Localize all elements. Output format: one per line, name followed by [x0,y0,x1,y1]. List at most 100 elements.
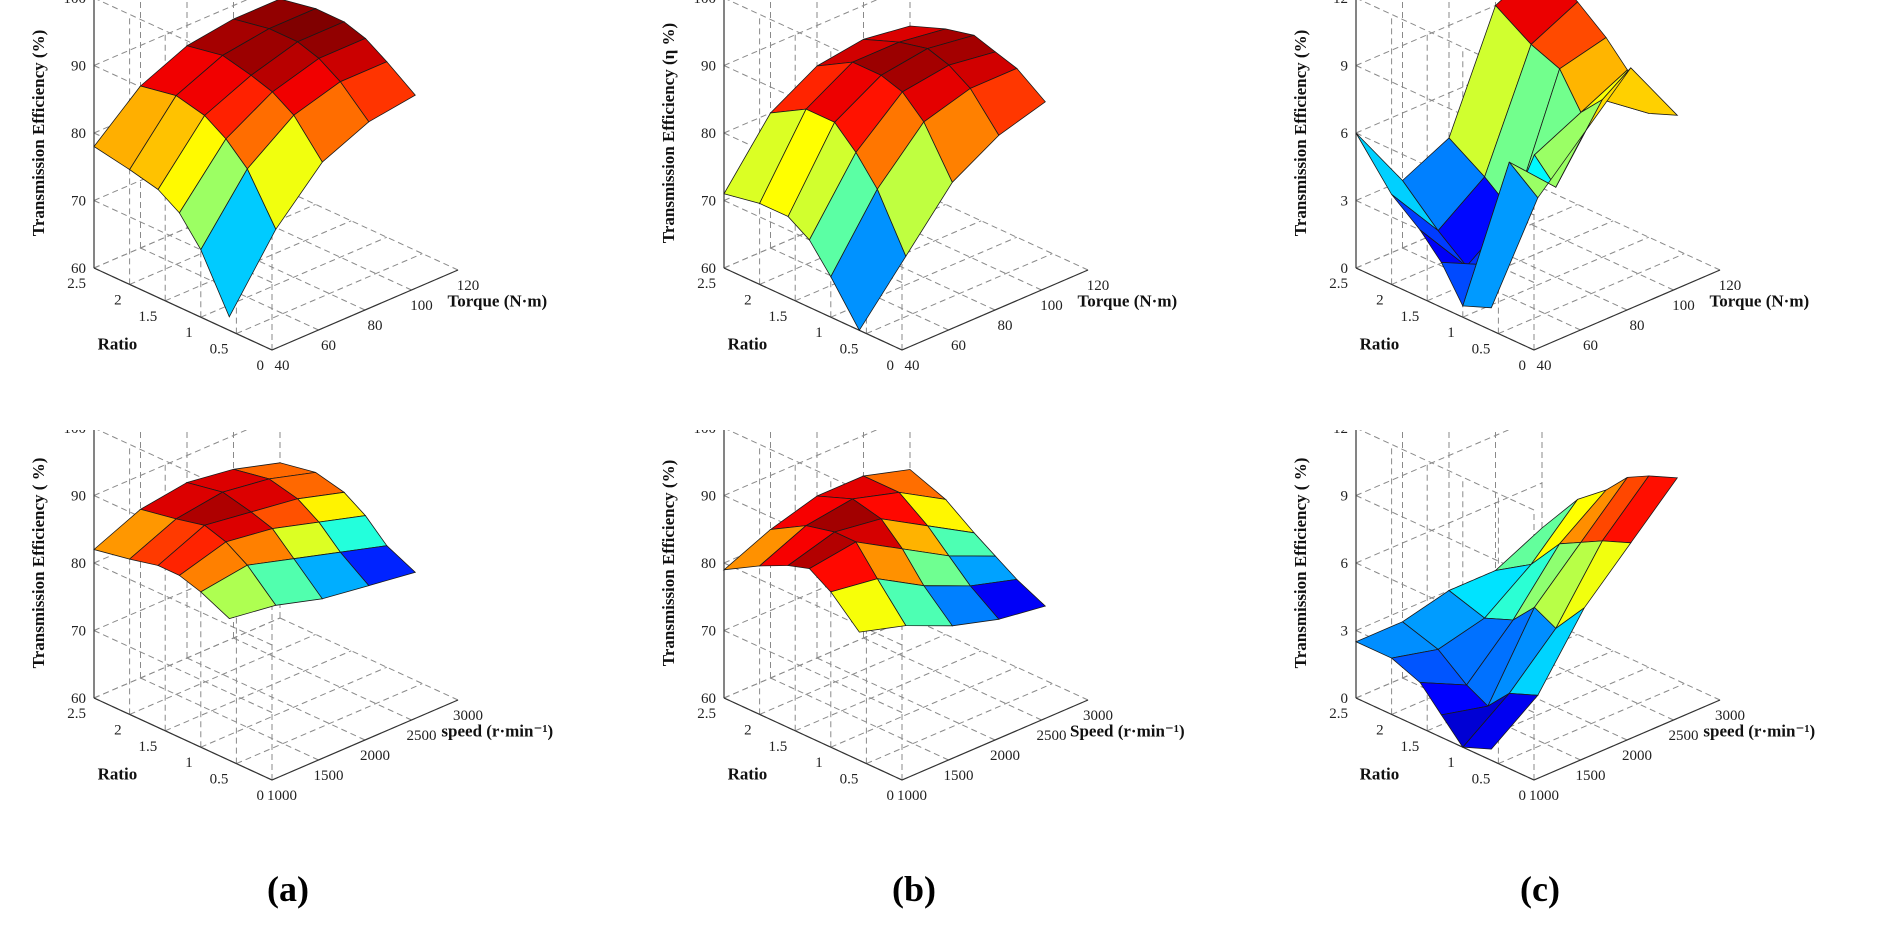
x-tick-label: 3000 [453,708,483,724]
y-tick-label: 1 [185,325,193,341]
floor-gridline [279,187,459,271]
x-axis-label: Torque (N·m) [447,291,547,310]
z-tick-label: 90 [701,59,716,75]
z-tick-label: 80 [701,126,716,142]
surface-patch [830,188,907,332]
z-tick-label: 100 [694,0,717,7]
y-tick-label: 1.5 [768,309,787,325]
surface-mesh [93,462,417,620]
z-tick-label: 60 [71,261,86,277]
x-tick-label: 2500 [1037,728,1067,744]
z-tick-label: 0 [1341,691,1349,707]
floor-gridline [186,657,366,741]
surface-mesh [1355,0,1679,309]
z-tick-label: 12 [1333,0,1348,7]
y-tick-label: 0.5 [210,342,229,358]
z-tick-label: 80 [71,126,86,142]
side-wall-gridline [723,562,903,646]
floor-gridline [93,617,281,699]
y-tick-label: 1 [1447,755,1455,771]
y-axis-line [1355,267,1535,351]
z-axis-label: Transmission Efficiency ( %) [29,458,48,669]
y-tick-label: 0.5 [840,342,859,358]
x-tick-label: 3000 [1715,708,1745,724]
x-tick-label: 100 [1672,298,1695,314]
y-axis-label: Ratio [728,334,768,353]
y-tick-label: 0.5 [210,772,229,788]
floor-gridline [140,247,319,331]
z-tick-label: 100 [64,0,87,7]
y-tick-label: 1 [815,755,823,771]
x-tick-label: 1000 [897,788,927,804]
z-axis-label: Transmission Efficiency (η %) [659,23,678,243]
x-axis-line [271,699,459,781]
y-axis-label: Ratio [98,334,138,353]
x-tick-label: 120 [1087,278,1110,294]
floor-gridline [279,617,459,701]
z-tick-label: 80 [71,556,86,572]
back-wall-gridline [93,550,281,631]
y-tick-label: 1.5 [768,739,787,755]
caption-a: (a) [267,869,309,909]
chart-panel-top-left: 60 70 80 90 100 40 60 80 100 120 0 0.5 1 1.5 2 2.5 Trans… [0,0,620,430]
y-tick-label: 1.5 [1400,739,1419,755]
x-tick-label: 80 [1630,318,1645,334]
z-axis-label: Transmission Efficiency (%) [659,460,678,667]
y-tick-label: 2.5 [67,706,86,722]
y-tick-label: 2.5 [67,276,86,292]
surface-patch [200,564,277,620]
y-axis-label: Ratio [728,764,768,783]
caption-c: (c) [1520,869,1560,909]
y-axis-line [93,267,273,351]
x-tick-label: 2500 [407,728,437,744]
x-tick-label: 1500 [314,768,344,784]
z-tick-label: 0 [1341,261,1349,277]
x-axis-label: Torque (N·m) [1709,291,1809,310]
x-tick-label: 1000 [1529,788,1559,804]
y-tick-label: 1 [815,325,823,341]
y-axis-line [723,697,903,781]
y-axis-line [93,697,273,781]
floor-gridline [236,683,423,765]
z-tick-label: 12 [1333,430,1348,437]
y-axis-line [723,267,903,351]
floor-gridline [759,633,946,715]
z-axis-label: Transmission Efficiency ( %) [1291,458,1310,669]
y-tick-label: 0 [257,358,265,374]
side-wall-gridline [723,630,903,713]
x-tick-label: 2000 [1622,748,1652,764]
x-tick-label: 40 [275,358,290,374]
y-tick-label: 2.5 [1329,706,1348,722]
x-tick-label: 1500 [944,768,974,784]
z-tick-label: 6 [1341,556,1349,572]
y-tick-label: 0 [887,788,895,804]
surface-patch [830,578,907,633]
back-wall-gridline [723,550,911,631]
y-tick-label: 1.5 [138,309,157,325]
y-tick-label: 2.5 [697,706,716,722]
surface-patch [1462,161,1539,309]
floor-gridline [770,677,949,761]
floor-gridline [830,666,1017,748]
y-tick-label: 2 [114,292,122,308]
z-axis-label: Transmission Efficiency (%) [1291,30,1310,237]
y-tick-label: 1.5 [138,739,157,755]
floor-gridline [770,247,949,331]
y-tick-label: 2.5 [1329,276,1348,292]
x-axis-label: speed (r·min⁻¹) [1703,721,1815,740]
caption-b: (b) [892,869,936,909]
surface-mesh [93,0,416,318]
x-axis-line [271,269,459,351]
floor-gridline [866,253,1053,335]
y-tick-label: 2 [1376,722,1384,738]
y-tick-label: 0 [1519,358,1527,374]
floor-gridline [236,253,423,335]
x-axis-label: Speed (r·min⁻¹) [1070,721,1185,740]
x-tick-label: 3000 [1083,708,1113,724]
y-tick-label: 0.5 [1472,772,1491,788]
y-tick-label: 2 [744,292,752,308]
chart-surface-top-left: 60 70 80 90 100 40 60 80 100 120 0 0.5 1 1.5 2 2.5 Trans… [29,0,547,374]
floor-gridline [816,657,996,741]
y-tick-label: 0.5 [840,772,859,788]
x-tick-label: 60 [1583,338,1598,354]
